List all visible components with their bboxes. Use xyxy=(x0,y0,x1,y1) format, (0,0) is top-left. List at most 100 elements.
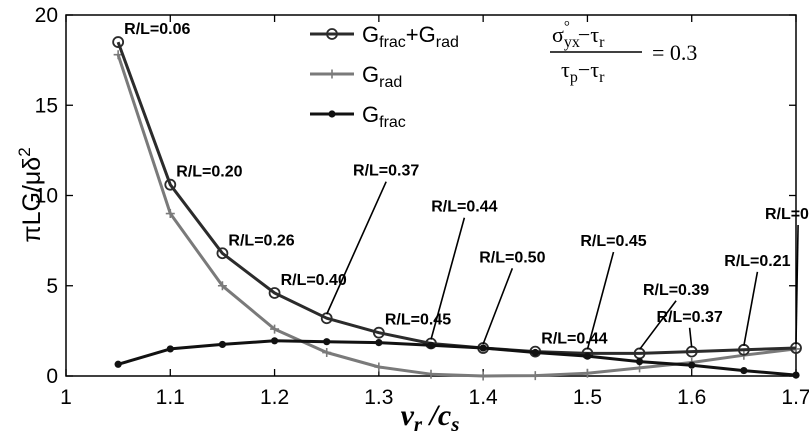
data-point xyxy=(427,341,435,349)
legend-subscript: frac xyxy=(379,34,406,51)
series-line xyxy=(117,339,797,377)
data-point xyxy=(216,247,229,260)
x-axis-title: vr /cs xyxy=(401,399,460,436)
data-point xyxy=(114,360,122,368)
annotation-label: R/L=0.10 xyxy=(765,206,809,223)
annotation-leader xyxy=(638,300,677,350)
data-point xyxy=(479,344,487,352)
legend-label: Grad xyxy=(362,62,402,91)
x-tick-label: 1.1 xyxy=(156,386,185,409)
data-point xyxy=(323,338,331,346)
annotation-label: R/L=0.50 xyxy=(479,249,545,266)
legend-text: G xyxy=(362,22,379,47)
annotation-label: R/L=0.45 xyxy=(580,233,646,250)
formula-subscript: r xyxy=(599,34,605,51)
y-tick-label: 10 xyxy=(35,185,58,208)
data-point xyxy=(217,281,227,291)
annotation-label: R/L=0.44 xyxy=(541,331,607,348)
y-tick-label: 5 xyxy=(46,275,58,298)
data-point xyxy=(165,209,175,219)
data-point xyxy=(792,371,800,379)
data-point xyxy=(375,339,383,347)
legend-swatch-marker xyxy=(326,28,338,40)
data-point xyxy=(530,371,540,381)
formula-minus-tau: −τ xyxy=(578,57,599,82)
legend-label: Gfrac+Grad xyxy=(362,22,459,51)
legend-swatch-marker xyxy=(327,69,337,79)
annotation-label: R/L=0.44 xyxy=(431,199,497,216)
data-point xyxy=(478,371,488,381)
annotation-label: R/L=0.20 xyxy=(176,164,242,181)
formula-sigma: σ xyxy=(552,22,564,47)
formula-subscript: yx xyxy=(564,34,580,51)
x-title-v: v xyxy=(401,399,415,432)
series-G_frac xyxy=(114,337,800,379)
x-tick-label: 1.2 xyxy=(260,386,289,409)
data-point xyxy=(374,362,384,372)
y-title-text: πLG/μδ xyxy=(18,157,46,243)
x-tick-label: 1.3 xyxy=(364,386,393,409)
y-tick-label: 20 xyxy=(35,4,58,27)
legend-item-G_rad: Grad xyxy=(310,62,402,91)
annotation-leader xyxy=(325,181,387,315)
formula-tau: τ xyxy=(561,57,570,82)
y-tick-label: 15 xyxy=(35,94,58,117)
x-tick-label: 1.4 xyxy=(469,386,499,409)
y-title-superscript: 2 xyxy=(15,147,34,156)
legend-swatch-marker xyxy=(328,110,336,118)
data-point xyxy=(426,369,436,379)
data-point xyxy=(583,352,592,360)
formula-superscript: ° xyxy=(564,19,570,35)
y-tick-label: 0 xyxy=(46,365,58,388)
data-point xyxy=(322,348,332,358)
annotation-leader xyxy=(743,271,759,346)
axis-titles: vr /cs πLG/μδ2 xyxy=(15,147,459,436)
data-point xyxy=(372,326,385,339)
annotation-label: R/L=0.40 xyxy=(281,272,347,289)
data-point xyxy=(740,366,748,375)
annotation-label: R/L=0.21 xyxy=(724,253,790,270)
formula-subscript: r xyxy=(599,69,605,86)
annotation-leader xyxy=(430,217,466,340)
legend-label: Gfrac xyxy=(362,102,406,131)
formula-denominator: τp−τr xyxy=(561,57,605,86)
annotation-label: R/L=0.06 xyxy=(124,21,190,38)
legend-item-G_frac: Gfrac xyxy=(310,102,406,131)
data-point xyxy=(635,357,644,366)
data-point xyxy=(270,337,279,345)
annotation-label: R/L=0.45 xyxy=(385,312,451,329)
formula-minus-tau: −τ xyxy=(578,22,599,47)
annotations: R/L=0.06 R/L=0.20 R/L=0.26 R/L=0.40 R/L=0.37… xyxy=(124,21,809,350)
annotation-label: R/L=0.26 xyxy=(228,232,294,249)
legend-subscript: rad xyxy=(436,34,459,51)
data-point xyxy=(268,287,281,299)
legend-text: G xyxy=(362,102,379,127)
data-point xyxy=(688,361,696,369)
legend-subscript: frac xyxy=(379,114,406,131)
formula-subscript: p xyxy=(570,69,578,86)
data-point xyxy=(582,368,592,378)
annotation-leader xyxy=(586,251,615,350)
annotation-label: R/L=0.37 xyxy=(353,163,419,180)
x-tick-label: 1.6 xyxy=(677,386,706,409)
annotation-leader xyxy=(482,267,514,345)
legend-text: +G xyxy=(406,22,436,47)
data-point xyxy=(112,36,125,48)
x-tick-label: 1.7 xyxy=(781,386,809,409)
formula-numerator: σyx° −τr xyxy=(552,19,605,51)
legend-item-G_frac+G_rad: Gfrac+Grad xyxy=(310,22,459,51)
axes: 1 1.1 1.2 1.3 1.4 1.5 1.6 1.7 0 5 10 15 20 xyxy=(35,4,809,409)
data-point xyxy=(164,178,177,191)
data-point xyxy=(166,345,174,353)
annotation-leader xyxy=(795,224,799,345)
annotation-leader xyxy=(688,327,693,348)
x-tick-label: 1.5 xyxy=(573,386,602,409)
series-layer xyxy=(112,36,802,381)
data-point xyxy=(270,324,280,334)
annotation-label: R/L=0.37 xyxy=(656,309,722,326)
data-point xyxy=(218,340,227,349)
legend-subscript: rad xyxy=(379,74,402,91)
